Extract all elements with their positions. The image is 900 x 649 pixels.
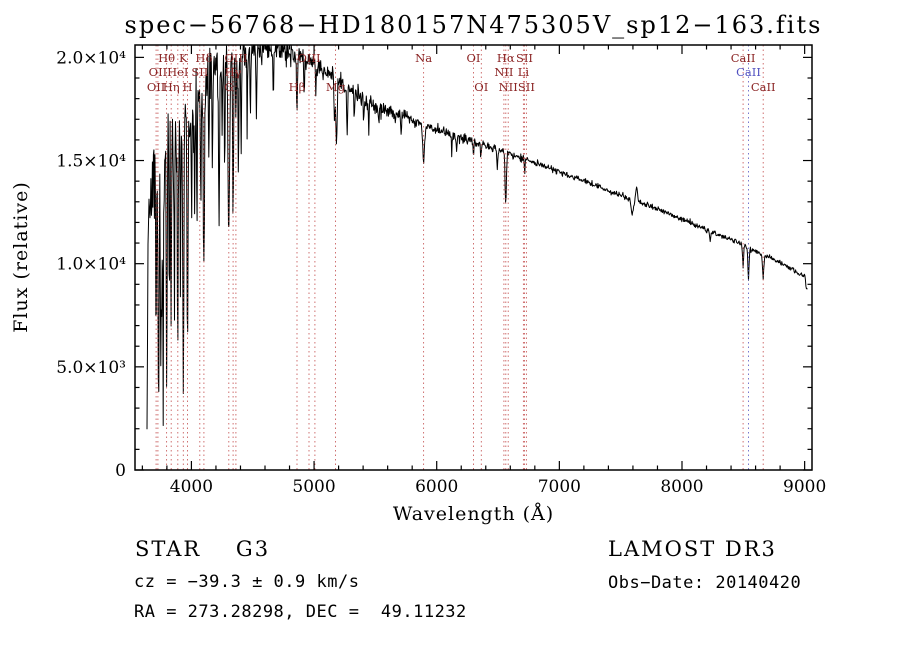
x-axis-label: Wavelength (Å) [392, 503, 555, 525]
svg-text:NII: NII [499, 80, 518, 94]
svg-text:Hα: Hα [497, 51, 515, 65]
svg-text:OIII: OIII [224, 51, 247, 65]
svg-text:7000: 7000 [538, 477, 581, 497]
svg-text:CaII: CaII [731, 51, 756, 65]
svg-text:CaII: CaII [751, 80, 776, 94]
obs-date-text: Obs−Date: 20140420 [608, 573, 802, 593]
svg-text:OIII: OIII [297, 51, 320, 65]
svg-text:Li: Li [518, 65, 530, 79]
spectrum-curve [146, 44, 808, 430]
coordinates-text: RA = 273.28298, DEC = 49.11232 [134, 602, 467, 622]
svg-text:0: 0 [115, 461, 126, 481]
svg-text:5.0×10³: 5.0×10³ [56, 358, 126, 378]
svg-text:OII: OII [149, 65, 168, 79]
axis-tick-labels: 4000 5000 6000 7000 8000 9000 0 5.0×10³ 1.0×10⁴ 1… [56, 48, 826, 497]
svg-text:1.0×10⁴: 1.0×10⁴ [56, 255, 126, 275]
spectral-line-markers [155, 45, 764, 470]
spectrum-plot: 4000 5000 6000 7000 8000 9000 0 5.0×10³ 1.0×10⁴ 1… [56, 44, 826, 497]
svg-text:9000: 9000 [783, 477, 826, 497]
svg-text:Hθ: Hθ [158, 51, 175, 65]
svg-text:6000: 6000 [415, 477, 458, 497]
svg-text:CaII: CaII [736, 65, 761, 79]
svg-text:H: H [182, 80, 192, 94]
svg-text:K: K [179, 51, 188, 65]
radial-velocity-text: cz = −39.3 ± 0.9 km/s [134, 572, 360, 592]
y-axis-label: Flux (relative) [10, 181, 32, 333]
svg-text:4000: 4000 [170, 477, 213, 497]
svg-text:Hβ: Hβ [289, 80, 306, 94]
svg-text:Na: Na [415, 51, 432, 65]
svg-text:OII: OII [147, 80, 166, 94]
svg-text:Hδ: Hδ [195, 51, 212, 65]
svg-text:SII: SII [518, 80, 535, 94]
svg-text:SII: SII [191, 65, 208, 79]
survey-label: LAMOST DR3 [608, 537, 777, 561]
svg-text:HeI: HeI [167, 65, 188, 79]
svg-text:G: G [224, 80, 233, 94]
svg-text:1.5×10⁴: 1.5×10⁴ [56, 152, 126, 172]
svg-text:5000: 5000 [292, 477, 335, 497]
plot-title: spec−56768−HD180157N475305V_sp12−163.fit… [124, 11, 823, 39]
svg-text:OI: OI [467, 51, 481, 65]
axis-ticks [135, 45, 812, 471]
svg-text:Mg: Mg [326, 80, 346, 94]
svg-text:8000: 8000 [660, 477, 703, 497]
svg-text:OI: OI [474, 80, 488, 94]
plot-frame [134, 44, 813, 471]
svg-text:NII: NII [494, 65, 513, 79]
object-class-label: STAR G3 [135, 537, 271, 561]
svg-text:SII: SII [516, 51, 533, 65]
svg-text:Hη: Hη [163, 80, 180, 94]
svg-text:2.0×10⁴: 2.0×10⁴ [56, 48, 126, 68]
svg-text:Hγ: Hγ [225, 65, 242, 79]
